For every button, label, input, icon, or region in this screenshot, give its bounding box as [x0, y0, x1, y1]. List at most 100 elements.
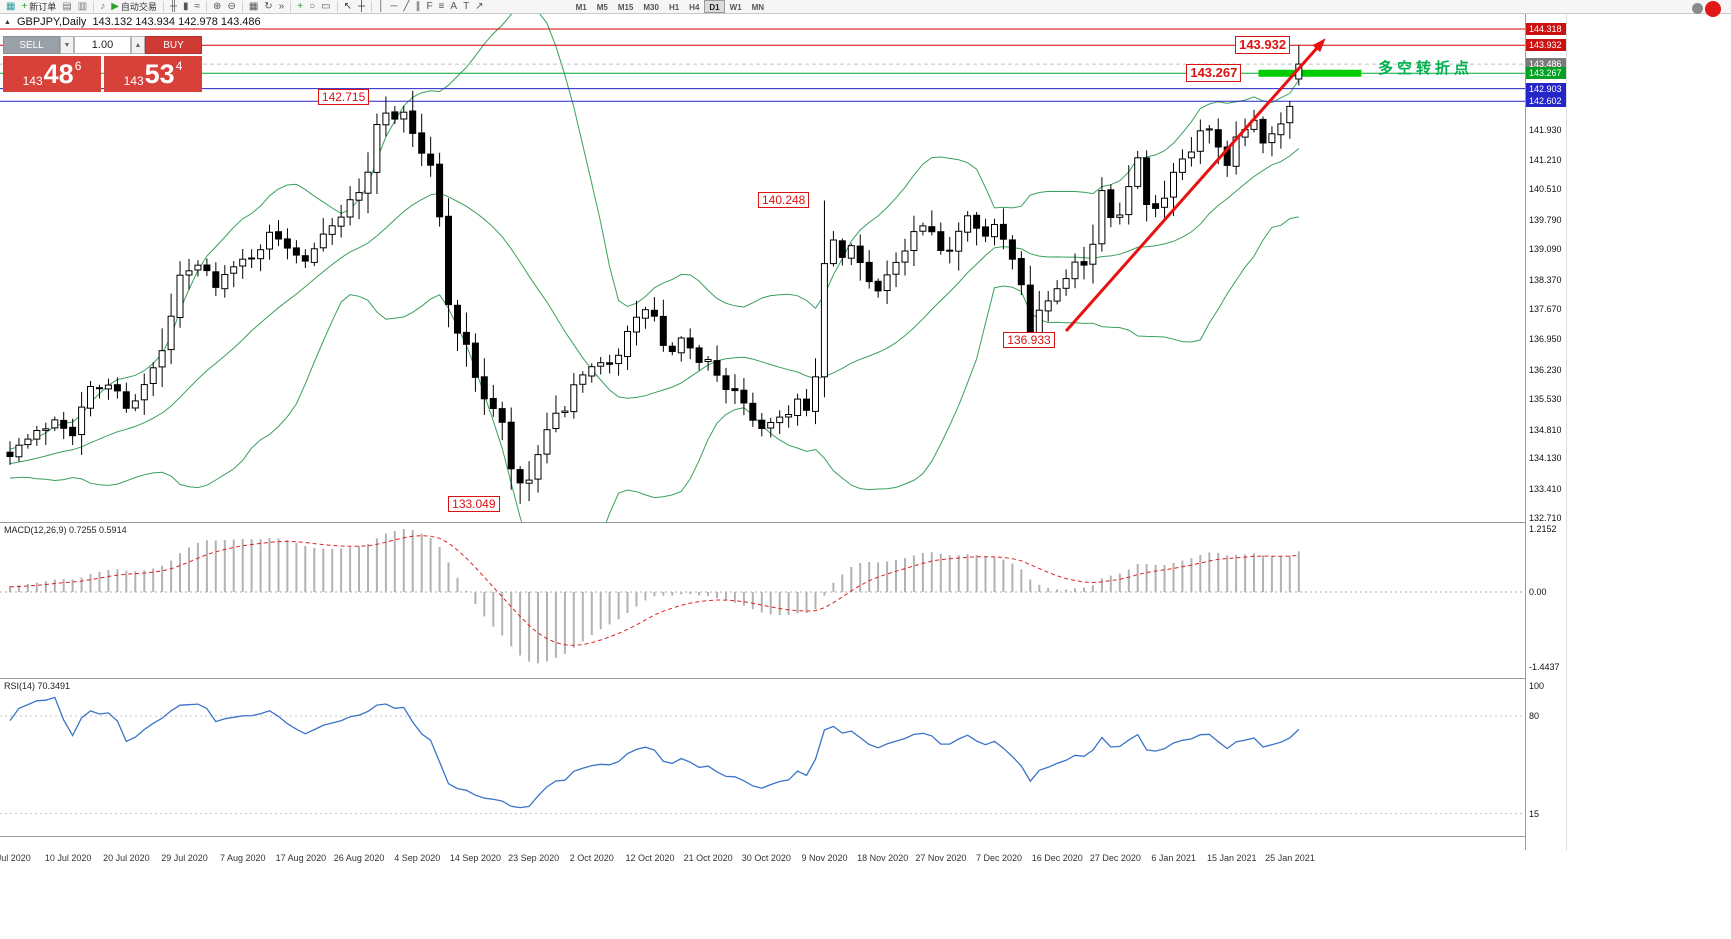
chart-window-icon[interactable]: ▦: [3, 0, 18, 13]
text-icon[interactable]: A: [447, 0, 460, 13]
bar-chart-icon[interactable]: ╫: [167, 0, 180, 13]
side-note-text[interactable]: 多空转折点: [1378, 60, 1474, 77]
zoom-in-icon[interactable]: ⊕: [210, 0, 224, 13]
crosshair-icon-glyph: ┼: [357, 1, 366, 12]
trend-arrow[interactable]: [1064, 38, 1326, 332]
buy-button[interactable]: BUY: [145, 36, 202, 54]
zoom-out-icon[interactable]: ⊖: [224, 0, 238, 13]
autotrading-button-label: 自动交易: [120, 2, 157, 12]
date-label: 30 Oct 2020: [741, 853, 791, 863]
macd-panel[interactable]: [0, 522, 1525, 678]
panel-separator[interactable]: [0, 678, 1566, 679]
timeframe-M30[interactable]: M30: [643, 3, 659, 12]
horizontal-line-icon[interactable]: ─: [387, 0, 400, 13]
volume-down-button[interactable]: ▼: [60, 36, 74, 54]
rsi-scale-label: 80: [1529, 711, 1540, 721]
timeframe-D1[interactable]: D1: [704, 0, 725, 13]
price-scale[interactable]: 144.318 143.932 143.486 143.267 142.903 142.6…: [1526, 14, 1566, 850]
sell-price-prefix: 143: [22, 74, 43, 88]
sell-price-big: 48: [43, 59, 74, 89]
date-label: 1 Jul 2020: [0, 853, 31, 863]
autotrading-button[interactable]: ▶ 自动交易: [108, 0, 160, 13]
price-annotation[interactable]: 136.933: [1003, 332, 1055, 349]
price-tick: 134.810: [1529, 424, 1562, 435]
arrows-tool-icon[interactable]: ↗: [472, 0, 486, 13]
price-annotation[interactable]: 133.049: [448, 495, 500, 512]
timeframe-W1[interactable]: W1: [729, 3, 742, 12]
rsi-scale-label: 100: [1529, 681, 1545, 691]
price-annotation[interactable]: 140.248: [757, 192, 810, 209]
trendline-icon[interactable]: ╱: [400, 0, 412, 13]
indicators-icon-glyph: +: [297, 1, 304, 12]
price-annotation[interactable]: 142.715: [317, 88, 370, 105]
tile-windows-icon-glyph: ▦: [248, 1, 259, 12]
sell-price-sup: 6: [74, 59, 82, 73]
charts-cascade-icon[interactable]: ▤: [59, 0, 74, 13]
scale-separator: [1525, 14, 1526, 850]
profiles-icon[interactable]: ▥: [75, 0, 90, 13]
price-tick: 141.210: [1529, 154, 1562, 165]
volume-up-button[interactable]: ▲: [131, 36, 145, 54]
cursor-icon-glyph: ↖: [343, 1, 352, 12]
cursor-icon[interactable]: ↖: [341, 0, 355, 13]
indicators-icon[interactable]: +: [294, 0, 306, 13]
auto-scroll-icon[interactable]: ↻: [261, 0, 275, 13]
timeframe-M15[interactable]: M15: [617, 3, 634, 12]
shapes-icon[interactable]: ≡: [436, 0, 448, 13]
new-order-button[interactable]: + 新订单: [18, 0, 59, 13]
price-tick: 136.950: [1529, 334, 1562, 345]
one-click-trading-panel: SELL ▼ ▲ BUY 143 48 6 143 53 4: [3, 36, 202, 92]
timeframe-H1[interactable]: H1: [668, 3, 680, 12]
date-label: 7 Aug 2020: [219, 853, 266, 863]
channel-icon[interactable]: ∥: [412, 0, 423, 13]
fibonacci-icon[interactable]: F: [423, 0, 435, 13]
date-axis[interactable]: 1 Jul 2020 10 Jul 2020 20 Jul 2020 29 Jul 2…: [0, 850, 1566, 866]
price-tick: 134.130: [1529, 453, 1562, 464]
date-label: 7 Dec 2020: [976, 853, 1023, 863]
toolbar-separator: [290, 1, 292, 12]
horizontal-line-icon-glyph: ─: [390, 1, 398, 12]
price-tick: 140.510: [1529, 184, 1562, 195]
date-label: 16 Dec 2020: [1031, 853, 1083, 863]
price-annotation[interactable]: 143.932: [1235, 36, 1291, 55]
panel-separator[interactable]: [0, 522, 1566, 523]
rsi-panel[interactable]: [0, 678, 1525, 836]
price-annotation[interactable]: 143.267: [1186, 64, 1242, 83]
sell-price-display[interactable]: 143 48 6: [3, 56, 101, 92]
status-dot: [1692, 3, 1703, 14]
sell-button[interactable]: SELL: [3, 36, 60, 54]
autotrading-button-glyph: ▶: [111, 1, 119, 12]
periods-icon[interactable]: ○: [306, 0, 318, 13]
rsi-label: RSI(14) 70.3491: [4, 681, 71, 691]
price-chart[interactable]: [0, 14, 1525, 522]
timeframe-M1[interactable]: M1: [575, 3, 587, 12]
chart-window: ▲ GBPJPY,Daily 143.132 143.934 142.978 1…: [0, 14, 1731, 939]
price-marker: 142.903: [1526, 82, 1566, 95]
new-order-button-glyph: +: [21, 1, 28, 12]
text-label-icon[interactable]: T: [460, 0, 472, 13]
spinner-down-icon: ▼: [63, 41, 71, 49]
date-label: 9 Nov 2020: [801, 853, 848, 863]
timeframe-MN[interactable]: MN: [751, 3, 765, 12]
sound-alert-icon[interactable]: ♪: [97, 0, 108, 13]
shapes-icon-glyph: ≡: [438, 1, 445, 12]
vertical-line-icon[interactable]: │: [375, 0, 387, 13]
price-tick: 139.790: [1529, 214, 1562, 225]
symbol-header: ▲ GBPJPY,Daily 143.132 143.934 142.978 1…: [4, 16, 261, 28]
crosshair-icon[interactable]: ┼: [355, 0, 368, 13]
date-label: 27 Dec 2020: [1089, 853, 1141, 863]
toolbar-separator: [336, 1, 338, 12]
candlestick-chart-icon[interactable]: ▮: [180, 0, 192, 13]
timeframe-M5[interactable]: M5: [596, 3, 608, 12]
templates-icon[interactable]: ▭: [318, 0, 333, 13]
date-label: 2 Oct 2020: [569, 853, 614, 863]
line-chart-icon[interactable]: ≈: [192, 0, 204, 13]
tile-windows-icon[interactable]: ▦: [246, 0, 261, 13]
chart-shift-icon[interactable]: »: [276, 0, 288, 13]
zoom-in-icon-glyph: ⊕: [213, 1, 222, 12]
text-label-icon-glyph: T: [463, 1, 470, 12]
date-label: 29 Jul 2020: [161, 853, 208, 863]
volume-input[interactable]: [74, 36, 131, 54]
timeframe-H4[interactable]: H4: [689, 3, 700, 12]
buy-price-display[interactable]: 143 53 4: [104, 56, 202, 92]
